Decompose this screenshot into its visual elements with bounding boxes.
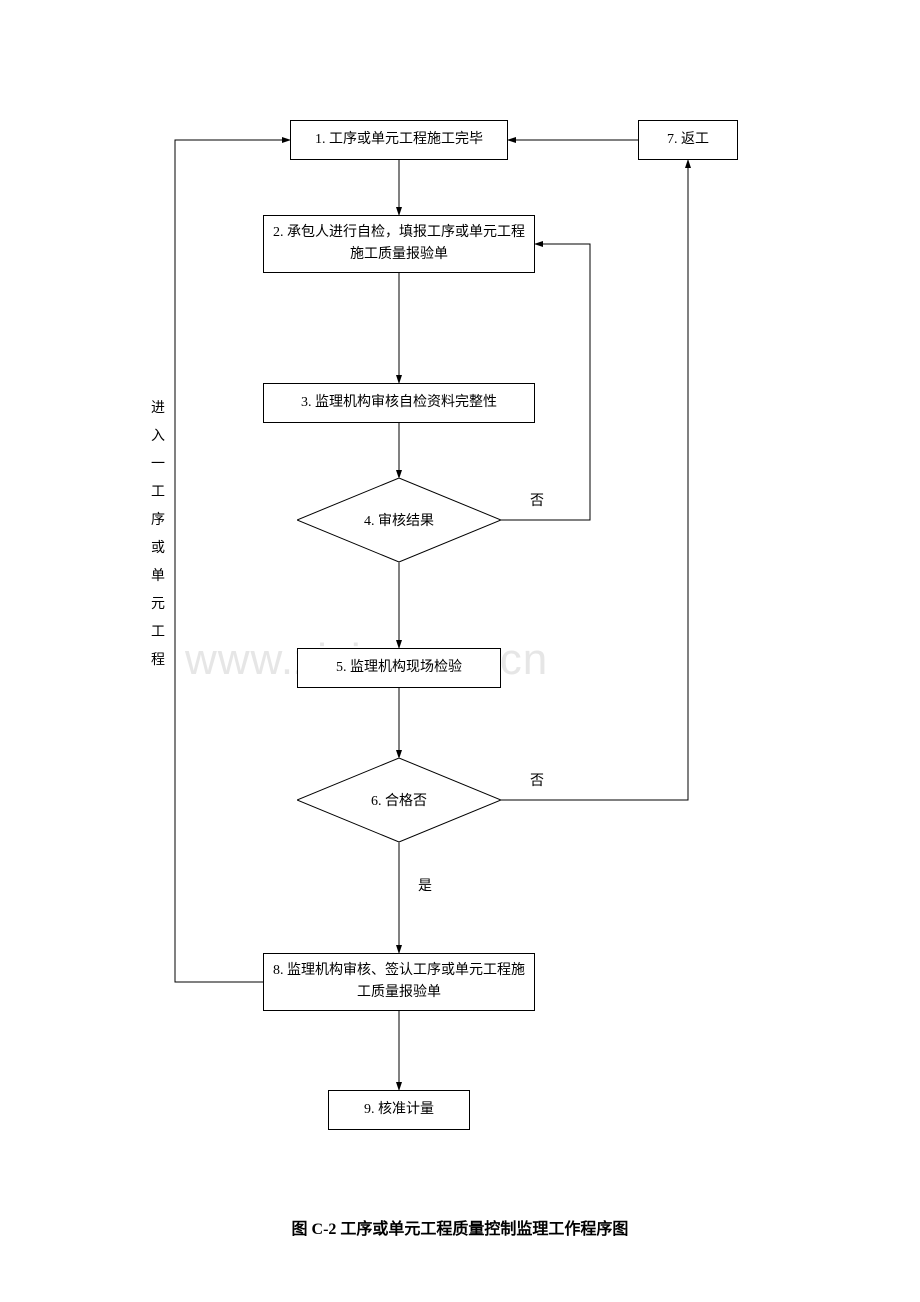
edge-label-no1: 否 [530,490,544,510]
node-3-label: 3. 监理机构审核自检资料完整性 [301,392,497,414]
side-label: 进入一工序或单元工程 [150,395,166,675]
node-7: 7. 返工 [638,120,738,160]
edge-label-no2: 否 [530,770,544,790]
node-9-label: 9. 核准计量 [364,1099,434,1121]
node-7-label: 7. 返工 [667,129,709,151]
node-9: 9. 核准计量 [328,1090,470,1130]
side-label-text: 进入一工序或单元工程 [151,401,165,668]
node-5-label: 5. 监理机构现场检验 [336,657,462,679]
node-6-label: 6. 合格否 [297,790,501,810]
node-4: 4. 审核结果 [297,478,501,562]
caption: 图 C-2 工序或单元工程质量控制监理工作程序图 [0,1215,920,1239]
flowchart-page: www.zixin.com.cn 1. 工序或单元工程施工完毕 [0,0,920,1302]
node-5: 5. 监理机构现场检验 [297,648,501,688]
node-1: 1. 工序或单元工程施工完毕 [290,120,508,160]
node-8: 8. 监理机构审核、签认工序或单元工程施工质量报验单 [263,953,535,1011]
node-6: 6. 合格否 [297,758,501,842]
node-8-label: 8. 监理机构审核、签认工序或单元工程施工质量报验单 [272,960,526,1005]
node-4-label: 4. 审核结果 [297,510,501,530]
node-1-label: 1. 工序或单元工程施工完毕 [315,129,483,151]
node-2: 2. 承包人进行自检，填报工序或单元工程施工质量报验单 [263,215,535,273]
node-3: 3. 监理机构审核自检资料完整性 [263,383,535,423]
node-2-label: 2. 承包人进行自检，填报工序或单元工程施工质量报验单 [272,222,526,267]
edge-label-yes: 是 [418,875,432,895]
